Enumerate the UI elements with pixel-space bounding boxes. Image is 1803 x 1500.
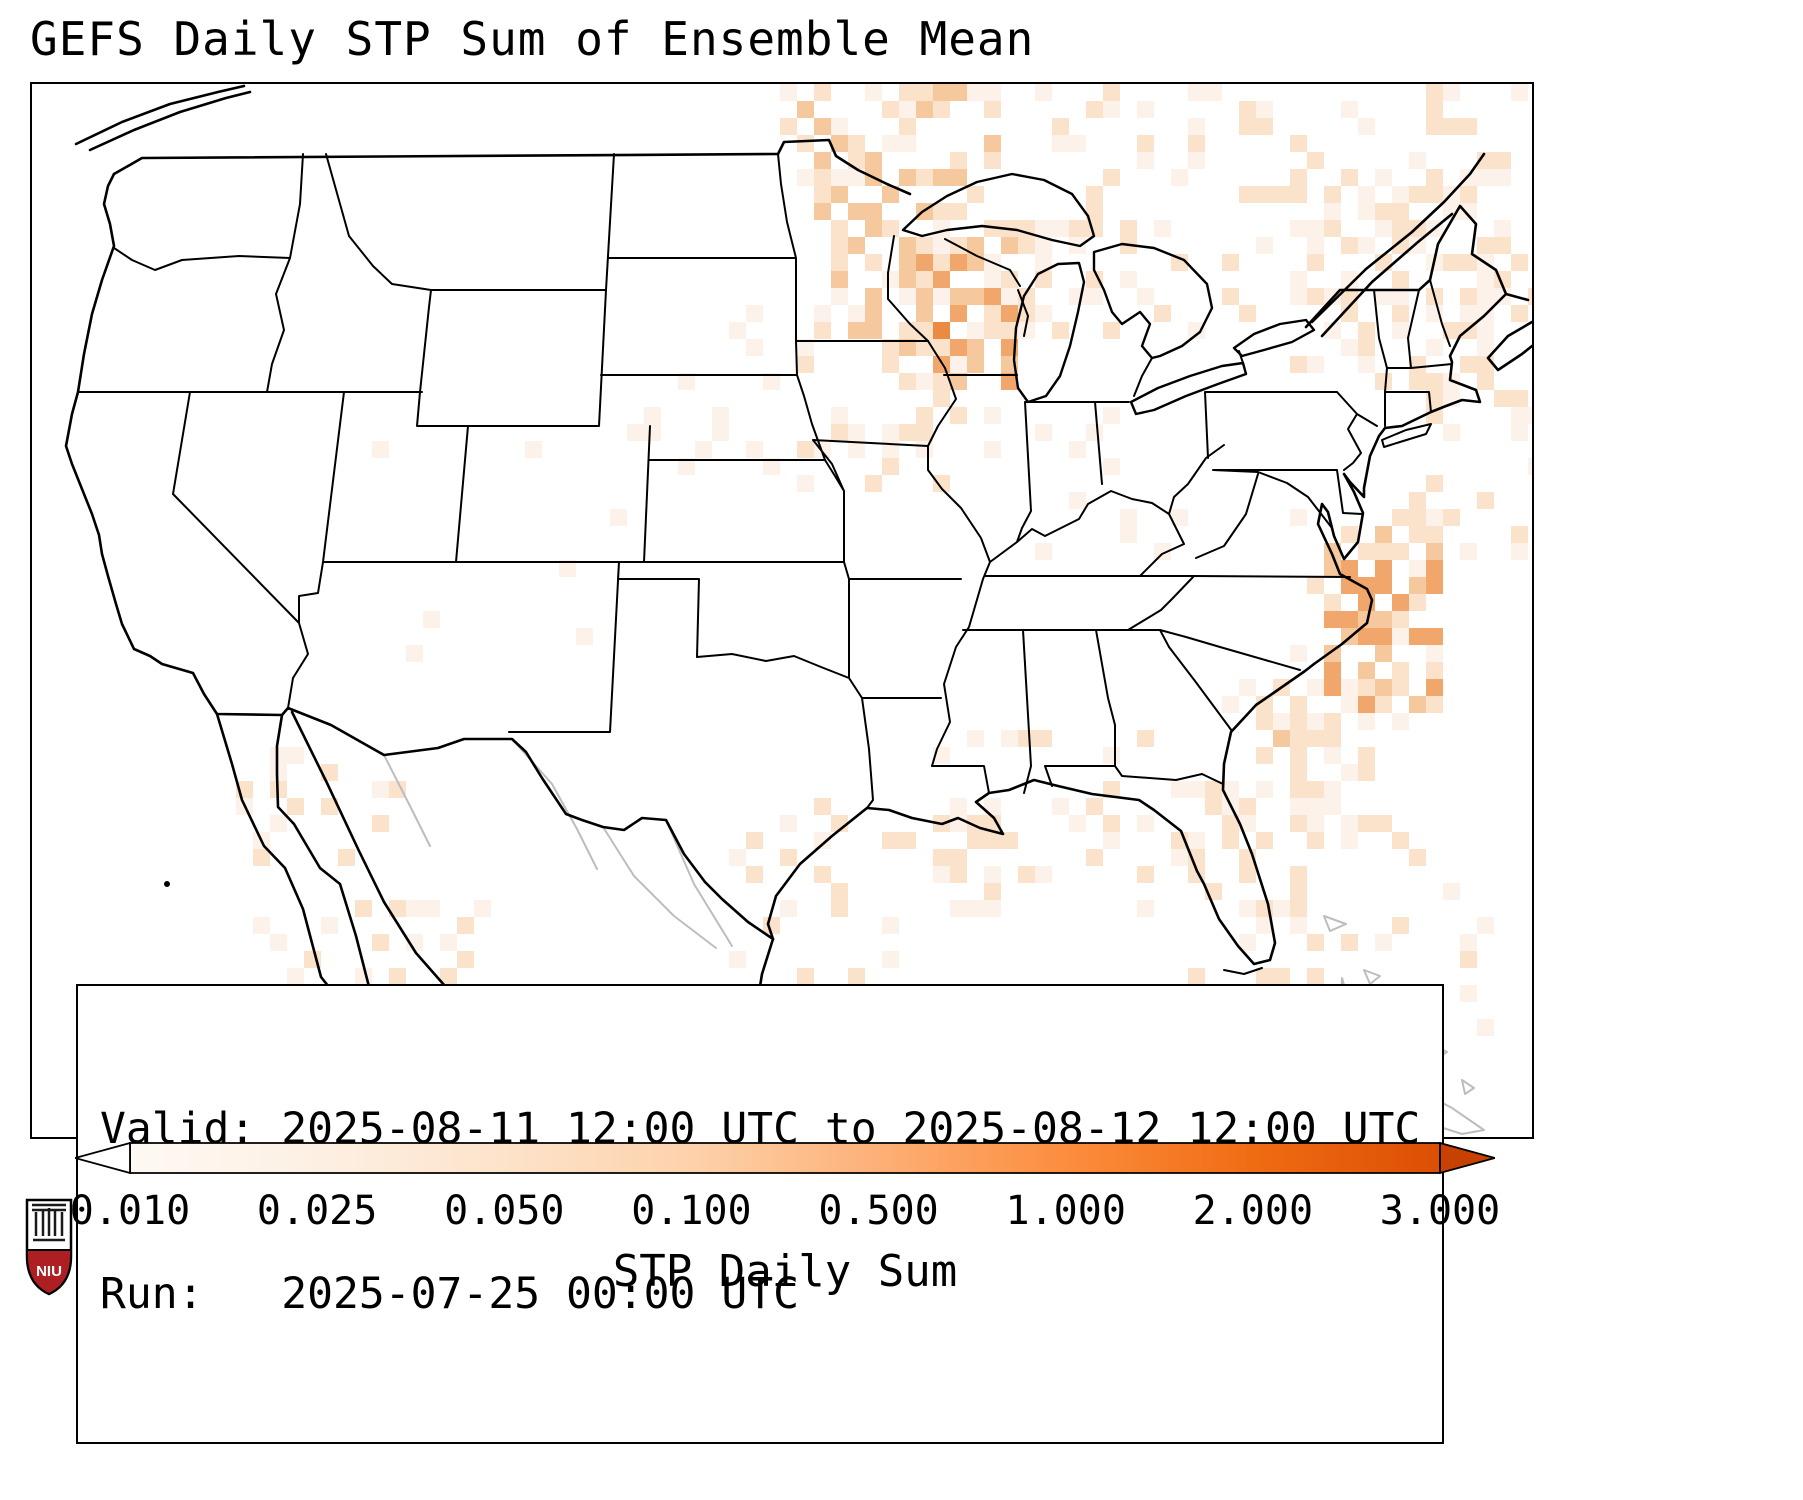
colorbar-tick-label: 1.000	[1005, 1188, 1126, 1234]
state-borders-midwest	[887, 235, 1244, 767]
info-box: Valid: 2025-08-11 12:00 UTC to 2025-08-1…	[76, 984, 1445, 1444]
niu-shield-icon: NIU	[25, 1198, 73, 1296]
colorbar-gradient-bar	[75, 1142, 1495, 1175]
mexico-interior-lines	[383, 738, 733, 949]
colorbar-label: STP Daily Sum	[612, 1246, 958, 1297]
canada-border-line	[112, 138, 912, 196]
niu-logo-text: NIU	[36, 1263, 62, 1280]
stp-heatmap-cells	[236, 84, 1532, 1104]
colorbar-ticks: 0.010 0.025 0.050 0.100 0.500 1.000 2.000 3.000	[70, 1142, 1500, 1302]
lake-superior	[901, 172, 1096, 248]
lake-michigan	[1012, 261, 1086, 404]
state-borders-east	[1159, 279, 1453, 732]
colorbar-tick-label: 0.010	[69, 1188, 191, 1234]
colorbar-tick-label: 2.000	[1192, 1188, 1314, 1234]
colorbar-tick-label: 3.000	[1379, 1188, 1501, 1234]
lake-ontario	[1232, 318, 1316, 358]
us-coast-outline	[64, 172, 1508, 966]
us-map	[64, 84, 1532, 1137]
great-lakes-group	[901, 172, 1316, 416]
colorbar-tick-label: 0.025	[256, 1188, 378, 1234]
lake-erie	[1129, 361, 1248, 416]
state-borders-group	[77, 153, 1453, 809]
colorbar-tick-label: 0.050	[444, 1188, 565, 1234]
pacific-island-dot	[164, 881, 170, 887]
st-lawrence-river	[1310, 152, 1486, 338]
colorbar-tick-label: 0.500	[818, 1188, 939, 1234]
maritimes-coastline	[1486, 292, 1532, 372]
colorbar: 0.010 0.025 0.050 0.100 0.500 1.000 2.000 3.000…	[70, 1142, 1500, 1302]
state-borders-plains	[508, 153, 962, 733]
state-borders-west	[77, 153, 845, 709]
state-borders-south	[861, 513, 1224, 809]
florida-keys	[1223, 967, 1263, 975]
map-panel: Valid: 2025-08-11 12:00 UTC to 2025-08-1…	[30, 82, 1534, 1444]
run-time-line: Run: 2025-07-25 00:00 UTC	[100, 1269, 799, 1319]
niu-logo: NIU	[24, 1198, 74, 1298]
lake-huron	[1092, 242, 1214, 360]
colorbar-tick-label: 0.100	[631, 1188, 752, 1234]
vancouver-island-coast	[74, 84, 252, 152]
figure-title: GEFS Daily STP Sum of Ensemble Mean	[30, 12, 1035, 66]
